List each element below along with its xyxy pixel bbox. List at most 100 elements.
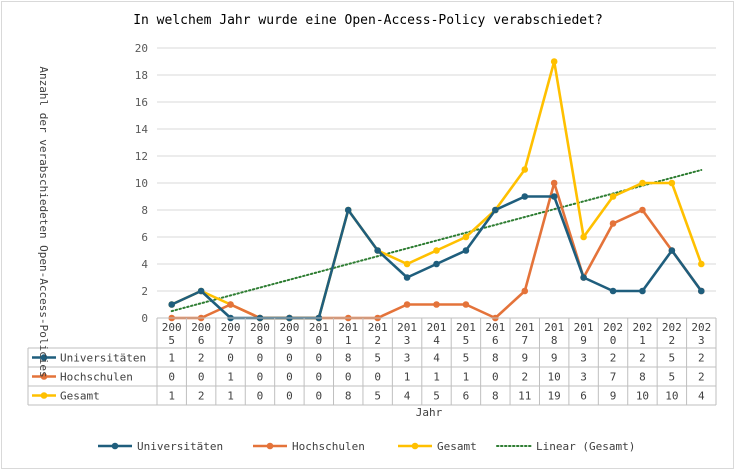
x-axis-title: Jahr (416, 406, 443, 419)
table-cell: 9 (610, 390, 617, 403)
table-cell: 0 (345, 371, 352, 384)
x-tick-label-top: 202 (691, 321, 711, 334)
table-cell: 0 (374, 371, 381, 384)
legend-key-marker (111, 442, 119, 450)
data-point (639, 287, 646, 295)
data-point (433, 247, 440, 254)
x-tick-label-bottom: 1 (345, 334, 352, 347)
table-cell: 1 (404, 371, 411, 384)
x-tick-label-bottom: 6 (198, 334, 205, 347)
x-tick-label-top: 201 (456, 321, 476, 334)
data-point (668, 179, 676, 187)
y-tick-label: 10 (135, 177, 148, 190)
table-cell: 1 (433, 371, 440, 384)
data-point (639, 179, 646, 187)
data-point (227, 301, 234, 308)
x-tick-label-top: 200 (279, 321, 299, 334)
table-cell: 8 (345, 390, 352, 403)
data-point (433, 260, 440, 268)
table-cell: 8 (492, 390, 499, 403)
y-tick-label: 6 (141, 231, 148, 244)
y-tick-label: 4 (141, 258, 148, 271)
table-cell: 4 (698, 390, 705, 403)
table-legend-key-marker (40, 392, 48, 399)
x-tick-label-bottom: 3 (404, 334, 411, 347)
x-tick-label-top: 200 (162, 321, 182, 334)
table-cell: 9 (551, 352, 558, 365)
table-cell: 8 (639, 371, 646, 384)
data-point (609, 193, 617, 200)
x-tick-label-top: 201 (485, 321, 505, 334)
table-cell: 2 (698, 371, 705, 384)
data-point (639, 206, 646, 214)
x-tick-label-bottom: 6 (492, 334, 499, 347)
data-point (492, 206, 499, 214)
table-cell: 10 (548, 371, 561, 384)
table-cell: 8 (345, 352, 352, 365)
data-point (462, 233, 470, 241)
table-cell: 5 (669, 352, 676, 365)
table-cell: 0 (168, 371, 175, 384)
legend-key-marker (411, 442, 419, 450)
table-cell: 10 (636, 390, 649, 403)
x-tick-label-bottom: 2 (374, 334, 381, 347)
table-cell: 5 (433, 390, 440, 403)
y-tick-label: 18 (135, 69, 148, 82)
series-2-line (171, 60, 703, 320)
data-point (580, 233, 587, 241)
table-cell: 2 (198, 352, 205, 365)
legend-label: Universitäten (137, 440, 223, 453)
x-tick-label-bottom: 8 (551, 334, 558, 347)
legend: Universitäten Hochschulen Gesamt Linear (Ge… (98, 440, 635, 453)
table-cell: 3 (580, 371, 587, 384)
table-cell: 0 (286, 371, 293, 384)
table-cell: 1 (463, 371, 470, 384)
x-tick-label-top: 201 (368, 321, 388, 334)
data-table: 2005200620072008200920102011201220132014… (27, 317, 717, 406)
x-tick-label-top: 201 (515, 321, 535, 334)
table-row-label: Hochschulen (60, 371, 133, 384)
legend-key-marker (266, 442, 274, 450)
data-point (550, 193, 558, 200)
table-cell: 1 (227, 390, 234, 403)
table-cell: 5 (463, 352, 470, 365)
series-0-line (171, 195, 703, 320)
x-tick-label-bottom: 8 (257, 334, 264, 347)
table-cell: 3 (580, 352, 587, 365)
x-tick-label-top: 202 (603, 321, 623, 334)
x-tick-label-bottom: 9 (286, 334, 293, 347)
x-tick-label-bottom: 7 (521, 334, 528, 347)
table-cell: 0 (316, 371, 323, 384)
table-row-label: Universitäten (60, 352, 146, 365)
x-tick-label-top: 202 (662, 321, 682, 334)
table-cell: 5 (374, 352, 381, 365)
x-tick-label-bottom: 2 (669, 334, 676, 347)
data-point (668, 247, 676, 254)
data-point (462, 301, 470, 308)
legend-label: Linear (Gesamt) (536, 440, 635, 453)
data-point (521, 287, 529, 295)
table-cell: 0 (257, 352, 264, 365)
table-cell: 0 (257, 371, 264, 384)
table-cell: 9 (521, 352, 528, 365)
x-tick-label-top: 200 (191, 321, 211, 334)
table-cell: 1 (227, 371, 234, 384)
chart-title: In welchem Jahr wurde eine Open-Access-P… (133, 13, 603, 28)
gridlines (157, 47, 716, 319)
data-point (168, 301, 176, 308)
table-cell: 0 (316, 390, 323, 403)
x-tick-label-bottom: 5 (463, 334, 470, 347)
table-row-label: Gesamt (60, 390, 100, 403)
legend-label: Gesamt (437, 440, 477, 453)
legend-label: Hochschulen (292, 440, 365, 453)
x-tick-label-bottom: 0 (610, 334, 617, 347)
data-point (550, 179, 558, 187)
table-cell: 2 (698, 352, 705, 365)
table-cell: 6 (580, 390, 587, 403)
x-tick-label-bottom: 1 (639, 334, 646, 347)
table-cell: 0 (286, 390, 293, 403)
x-tick-label-bottom: 3 (698, 334, 705, 347)
y-tick-label: 8 (141, 204, 148, 217)
